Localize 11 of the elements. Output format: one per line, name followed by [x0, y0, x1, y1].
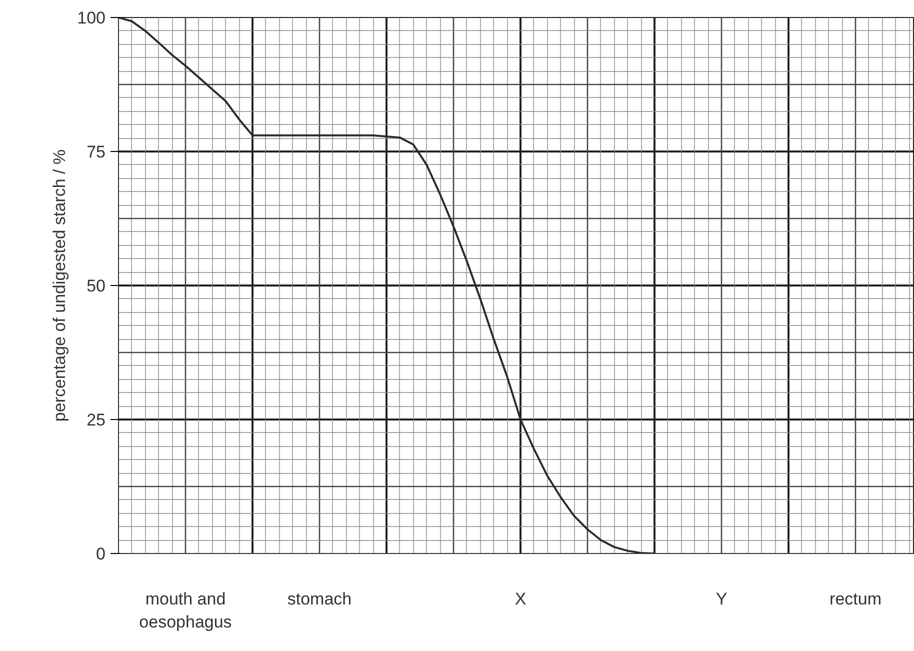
- x-tick-label: stomach: [287, 590, 352, 608]
- x-tick-label: Y: [716, 590, 728, 608]
- y-axis-title: percentage of undigested starch / %: [50, 149, 70, 422]
- y-tick-label: 75: [86, 142, 106, 162]
- x-tick-label: mouth and oesophagus: [139, 590, 232, 632]
- x-tick-label: X: [514, 590, 526, 608]
- y-tick-label: 50: [86, 276, 106, 296]
- x-tick-label: rectum: [830, 590, 882, 608]
- y-tick-label: 100: [77, 8, 106, 28]
- y-tick-label: 25: [86, 410, 106, 430]
- y-tick-label: 0: [96, 544, 106, 564]
